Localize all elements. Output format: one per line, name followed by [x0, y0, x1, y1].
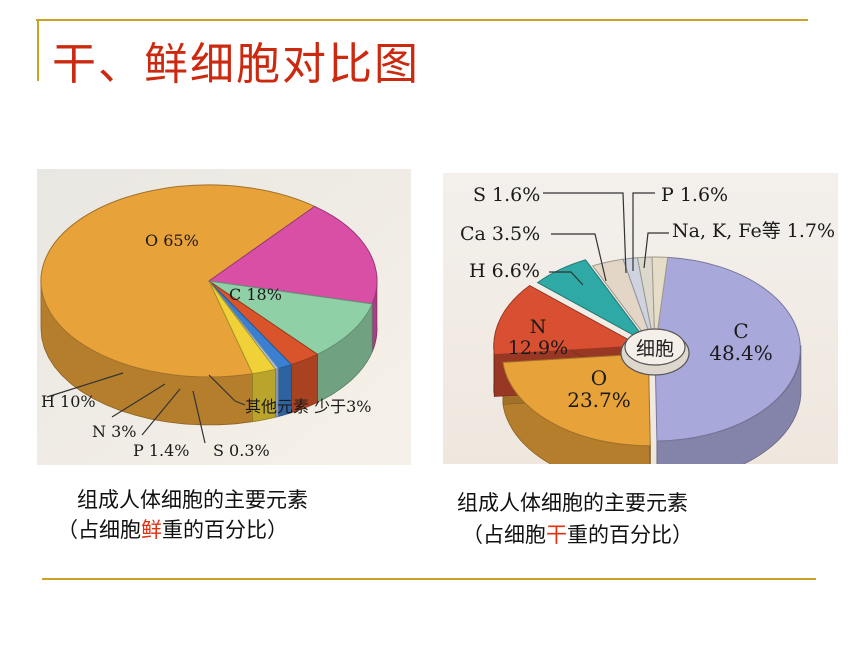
left-rule: [37, 19, 39, 81]
fresh-label-other: 其他元素 少于3%: [245, 397, 371, 416]
dry-caption-line2: （占细胞干重的百分比）: [462, 520, 693, 550]
fresh-slice-c: [207, 205, 378, 305]
dry-label-p: P 1.6%: [661, 184, 728, 206]
dry-slice-o: [502, 353, 651, 447]
dry-caption-highlight: 干: [546, 523, 567, 547]
dry-pie-label-lines: [543, 192, 669, 286]
dry-pie-center-label: 细胞: [636, 338, 674, 360]
top-rule: [36, 19, 808, 21]
fresh-pie-labels: O 65% C 18% H 10% N 3%P 1.4% S 0.3% 其他元素 少于3%: [41, 231, 371, 460]
fresh-pie-sides: [40, 276, 378, 426]
fresh-label-o: O 65%: [145, 231, 199, 250]
fresh-caption-prefix: （占细胞: [57, 518, 141, 542]
dry-label-c: C 48.4%: [709, 319, 773, 365]
dry-label-h: H 6.6%: [469, 260, 540, 282]
fresh-label-p: P 1.4%: [133, 441, 190, 460]
fresh-label-c: C 18%: [229, 285, 282, 304]
fresh-caption-suffix: 重的百分比）: [162, 518, 288, 542]
dry-pie-labels: C 48.4% O 23.7% N 12.9% H 6.6% Ca 3.5% S 1.6% P 1…: [460, 184, 835, 412]
fresh-caption-highlight: 鲜: [141, 518, 162, 542]
fresh-weight-pie-chart: O 65% C 18% H 10% N 3% P 1.4% S 0.3% 其他元素 少于3%: [37, 169, 411, 465]
dry-caption-suffix: 重的百分比）: [567, 523, 693, 547]
fresh-slice-other: [208, 280, 277, 375]
dry-slice-n: [493, 285, 642, 356]
dry-label-n: N 12.9%: [508, 316, 568, 359]
dry-slice-c: [654, 256, 801, 442]
dry-label-ca: Ca 3.5%: [460, 223, 540, 245]
fresh-caption-line1: 组成人体细胞的主要元素: [77, 488, 308, 512]
dry-label-na-k-fe: Na, K, Fe等 1.7%: [672, 220, 835, 242]
fresh-slice-o: [40, 184, 316, 378]
bottom-rule: [42, 578, 816, 580]
dry-label-o: O 23.7%: [567, 366, 631, 412]
dry-slice-h: [536, 259, 649, 344]
fresh-pie-tops: [40, 184, 378, 378]
fresh-label-h: H 10%: [41, 392, 96, 411]
dry-label-s: S 1.6%: [473, 184, 540, 206]
fresh-label-n: N 3%: [92, 422, 136, 441]
slide-title: 干、鲜细胞对比图: [52, 39, 420, 90]
fresh-pie-label-lines: [46, 372, 246, 444]
fresh-caption-line2: （占细胞鲜重的百分比）: [57, 515, 288, 545]
dry-weight-pie-chart: 细胞 C 48.4% O 23.7% N 12.9% H 6.6% Ca 3.5% S 1.6%…: [443, 173, 838, 464]
fresh-slice-h: [208, 280, 373, 355]
dry-pie-center: 细胞: [620, 328, 690, 376]
dry-caption-line1: 组成人体细胞的主要元素: [457, 491, 688, 515]
dry-pie-tops: [493, 256, 801, 447]
dry-slice-na-k-fe: [651, 256, 669, 350]
dry-caption-prefix: （占细胞: [462, 523, 546, 547]
fresh-label-s: S 0.3%: [213, 441, 270, 460]
